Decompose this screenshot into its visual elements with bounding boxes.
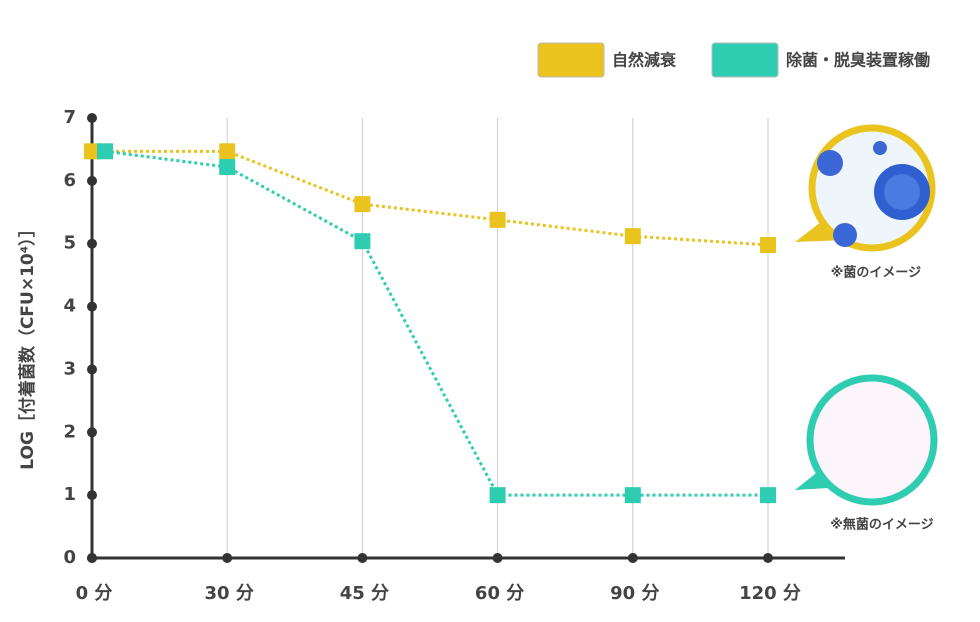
x-tick-label: 60 分 xyxy=(475,583,524,604)
x-tick-label: 90 分 xyxy=(610,583,659,604)
legend-swatch xyxy=(711,42,779,78)
x-tick xyxy=(763,553,773,563)
marker xyxy=(624,228,641,245)
marker xyxy=(219,143,236,160)
marker xyxy=(489,211,506,228)
legend-swatch xyxy=(537,42,605,78)
marker xyxy=(760,236,776,253)
marker xyxy=(97,143,113,160)
x-tick xyxy=(492,553,503,563)
x-tick xyxy=(222,553,233,563)
marker xyxy=(84,143,100,160)
y-tick-label: 7 xyxy=(63,107,76,128)
legend-label: 自然減衰 xyxy=(612,51,677,70)
y-tick xyxy=(87,427,97,438)
y-tick-label: 5 xyxy=(63,233,76,254)
x-tick-label: 45 分 xyxy=(340,583,389,604)
marker xyxy=(354,196,371,213)
y-tick-label: 4 xyxy=(63,296,76,317)
y-tick-label: 0 xyxy=(63,547,76,568)
y-tick-label: 3 xyxy=(63,358,76,379)
annotation: ※菌のイメージ xyxy=(831,265,921,281)
y-axis-label: LOG［付着菌数（CFU×10⁴）］ xyxy=(17,220,38,469)
marker xyxy=(354,233,371,250)
y-tick xyxy=(87,238,97,249)
clean-bubble xyxy=(795,374,938,506)
series-line xyxy=(92,149,769,247)
y-tick xyxy=(87,364,97,375)
marker xyxy=(219,159,236,176)
y-tick xyxy=(87,113,97,123)
annotation: ※無菌のイメージ xyxy=(830,517,933,533)
x-tick xyxy=(627,553,638,563)
legend-label: 除菌・脱臭装置稼働 xyxy=(786,51,930,70)
y-tick-label: 2 xyxy=(63,421,76,442)
y-tick xyxy=(87,301,97,312)
y-tick xyxy=(87,175,97,186)
series-line xyxy=(104,149,768,497)
x-tick xyxy=(357,553,368,563)
marker xyxy=(624,487,641,504)
y-tick-label: 1 xyxy=(63,484,76,505)
x-tick-label: 120 分 xyxy=(739,583,801,604)
x-tick-label: 0 分 xyxy=(76,583,113,604)
marker xyxy=(489,487,506,504)
bacteria-bubble xyxy=(795,124,936,252)
marker xyxy=(760,487,776,504)
y-tick xyxy=(87,490,97,501)
y-tick-label: 6 xyxy=(63,170,76,191)
x-tick-label: 30 分 xyxy=(205,583,254,604)
x-tick xyxy=(87,553,97,563)
